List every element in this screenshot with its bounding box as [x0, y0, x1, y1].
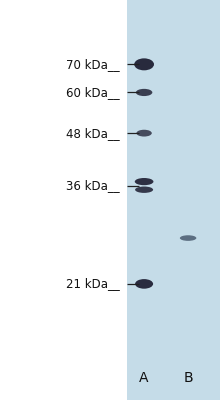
- Ellipse shape: [135, 279, 153, 289]
- Text: A: A: [139, 371, 149, 385]
- Text: 36 kDa__: 36 kDa__: [66, 179, 120, 192]
- Text: B: B: [183, 371, 193, 385]
- Text: 70 kDa__: 70 kDa__: [66, 58, 120, 71]
- Bar: [126, 0, 220, 400]
- Text: 21 kDa__: 21 kDa__: [66, 277, 120, 290]
- Text: 60 kDa__: 60 kDa__: [66, 86, 120, 99]
- Ellipse shape: [180, 235, 196, 241]
- Ellipse shape: [135, 178, 154, 185]
- Ellipse shape: [136, 130, 152, 136]
- Text: 48 kDa__: 48 kDa__: [66, 127, 120, 140]
- Ellipse shape: [135, 186, 153, 193]
- Ellipse shape: [136, 89, 152, 96]
- Ellipse shape: [134, 58, 154, 70]
